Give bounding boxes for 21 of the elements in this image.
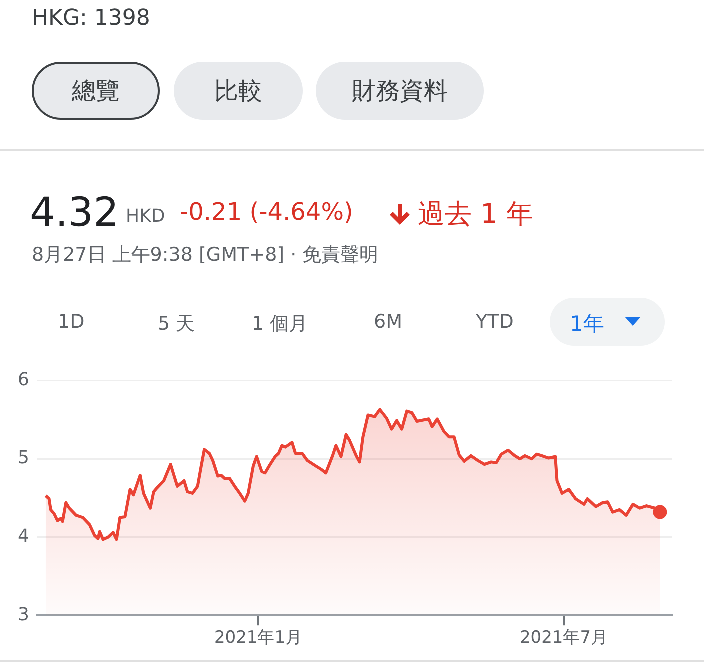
text: 財務資料 [352, 76, 448, 107]
text: 1D [58, 311, 85, 333]
y-tick-label: 5 [18, 448, 30, 469]
x-tick-label: 2021年7月 [520, 628, 608, 648]
text: 8月27日 上午9:38 [GMT+8] · 免責聲明 [32, 243, 379, 268]
text: 比較 [214, 76, 262, 107]
text: YTD [476, 311, 514, 333]
y-tick-label: 6 [18, 369, 30, 390]
text: 總覽 [72, 76, 120, 107]
text: 4.32 [30, 190, 120, 236]
text: 1年 [570, 311, 604, 338]
text: HKD [126, 206, 166, 227]
y-tick-label: 3 [18, 604, 30, 626]
chart-title: HKG: 1398 [32, 6, 150, 31]
text: 6M [374, 311, 402, 333]
text: -0.21 (-4.64%) [180, 198, 354, 226]
text: 1 個月 [252, 312, 308, 337]
x-tick-label: 2021年1月 [214, 628, 303, 648]
y-tick-label: 4 [18, 526, 30, 548]
text: 過去 1 年 [418, 198, 534, 232]
text: 5 天 [158, 312, 196, 337]
